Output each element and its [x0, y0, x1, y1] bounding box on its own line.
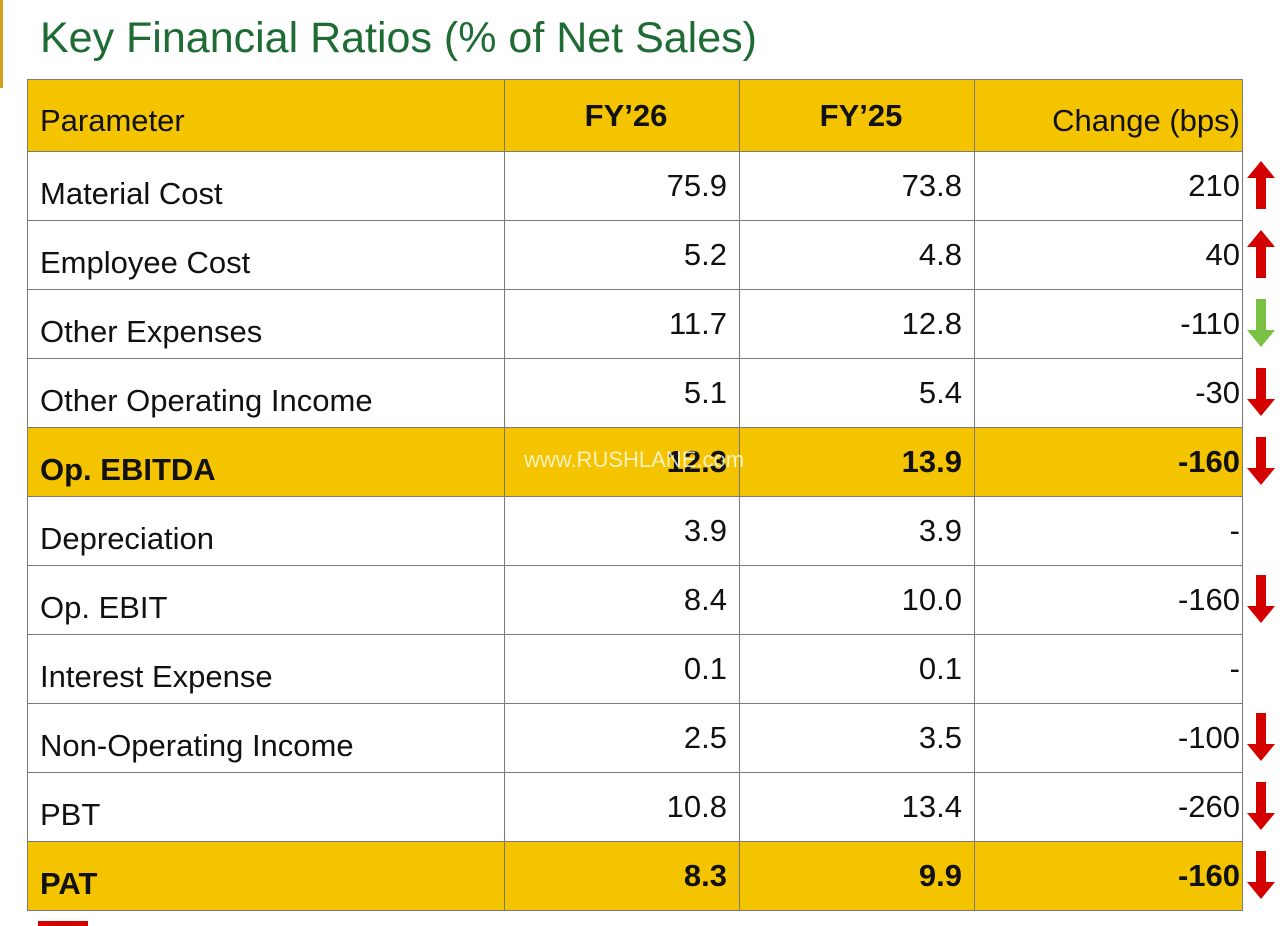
row-fy26-value: 75.9	[504, 151, 740, 221]
row-fy26-value: 5.1	[504, 358, 740, 428]
arrow-slot	[1242, 633, 1280, 702]
arrow-slot	[1242, 495, 1280, 564]
row-change-value: -160	[974, 841, 1243, 911]
arrow-down-icon	[1247, 781, 1275, 830]
arrow-down-icon	[1247, 574, 1275, 623]
row-change-value: -	[974, 496, 1243, 566]
row-fy26-value: 8.3	[504, 841, 740, 911]
row-fy26-value: 8.4	[504, 565, 740, 635]
arrow-slot	[1242, 840, 1280, 909]
row-fy26-value: 11.7	[504, 289, 740, 359]
row-fy25-value: 4.8	[739, 220, 975, 290]
footer-accent-mark	[38, 921, 88, 926]
row-change-value: -	[974, 634, 1243, 704]
row-fy25-value: 10.0	[739, 565, 975, 635]
row-fy25-value: 3.9	[739, 496, 975, 566]
row-change-value: -160	[974, 427, 1243, 497]
row-fy25-value: 12.8	[739, 289, 975, 359]
row-parameter: Other Expenses	[27, 289, 505, 359]
arrow-slot	[1242, 771, 1280, 840]
table-row: PAT 8.3 9.9 -160	[27, 841, 1243, 911]
financial-ratios-table: Parameter FY’26 FY’25 Change (bps) Mater…	[27, 79, 1243, 911]
header-fy25: FY’25	[739, 79, 975, 152]
arrow-slot	[1242, 426, 1280, 495]
arrow-up-icon	[1247, 160, 1275, 209]
row-fy26-value: 2.5	[504, 703, 740, 773]
table-row: Material Cost 75.9 73.8 210	[27, 151, 1243, 221]
slide-title: Key Financial Ratios (% of Net Sales)	[40, 14, 757, 62]
row-change-value: 210	[974, 151, 1243, 221]
arrow-slot	[1242, 702, 1280, 771]
row-parameter: Material Cost	[27, 151, 505, 221]
arrow-slot	[1242, 150, 1280, 219]
arrow-slot	[1242, 564, 1280, 633]
table-row: Other Expenses 11.7 12.8 -110	[27, 289, 1243, 359]
row-fy25-value: 5.4	[739, 358, 975, 428]
table-row: Interest Expense 0.1 0.1-	[27, 634, 1243, 704]
table-header-row: Parameter FY’26 FY’25 Change (bps)	[27, 79, 1243, 152]
row-parameter: Op. EBITDA	[27, 427, 505, 497]
arrow-down-icon	[1247, 850, 1275, 899]
arrow-up-icon	[1247, 229, 1275, 278]
table-row: Op. EBITDA 12.3 13.9 -160	[27, 427, 1243, 497]
arrow-down-icon	[1247, 712, 1275, 761]
row-parameter: Depreciation	[27, 496, 505, 566]
arrow-down-icon	[1247, 367, 1275, 416]
row-parameter: PBT	[27, 772, 505, 842]
row-fy26-value: 10.8	[504, 772, 740, 842]
row-fy26-value: 0.1	[504, 634, 740, 704]
row-fy25-value: 9.9	[739, 841, 975, 911]
table-row: Non-Operating Income 2.5 3.5 -100	[27, 703, 1243, 773]
row-fy26-value: 3.9	[504, 496, 740, 566]
row-fy26-value: 5.2	[504, 220, 740, 290]
row-fy25-value: 13.4	[739, 772, 975, 842]
header-change: Change (bps)	[974, 79, 1243, 152]
row-change-value: 40	[974, 220, 1243, 290]
row-fy25-value: 73.8	[739, 151, 975, 221]
row-parameter: Non-Operating Income	[27, 703, 505, 773]
row-change-value: -110	[974, 289, 1243, 359]
row-fy25-value: 3.5	[739, 703, 975, 773]
arrow-slot	[1242, 219, 1280, 288]
row-parameter: Employee Cost	[27, 220, 505, 290]
header-fy26: FY’26	[504, 79, 740, 152]
row-parameter: PAT	[27, 841, 505, 911]
row-change-value: -160	[974, 565, 1243, 635]
table-row: PBT 10.8 13.4 -260	[27, 772, 1243, 842]
table-row: Depreciation 3.9 3.9-	[27, 496, 1243, 566]
row-change-value: -260	[974, 772, 1243, 842]
table-body: Material Cost 75.9 73.8 210 Employee Cost 5.2…	[27, 151, 1243, 911]
arrow-slot	[1242, 288, 1280, 357]
table-row: Other Operating Income 5.1 5.4 -30	[27, 358, 1243, 428]
watermark: www.RUSHLANE.com	[524, 447, 745, 472]
change-arrow-column	[1242, 150, 1280, 909]
row-fy25-value: 0.1	[739, 634, 975, 704]
row-parameter: Other Operating Income	[27, 358, 505, 428]
row-change-value: -30	[974, 358, 1243, 428]
table-row: Employee Cost 5.2 4.8 40	[27, 220, 1243, 290]
row-parameter: Op. EBIT	[27, 565, 505, 635]
slide-accent-bar	[0, 0, 3, 88]
row-fy25-value: 13.9	[739, 427, 975, 497]
arrow-slot	[1242, 357, 1280, 426]
row-change-value: -100	[974, 703, 1243, 773]
arrow-down-icon	[1247, 298, 1275, 347]
table-row: Op. EBIT 8.4 10.0 -160	[27, 565, 1243, 635]
arrow-down-icon	[1247, 436, 1275, 485]
row-parameter: Interest Expense	[27, 634, 505, 704]
header-parameter: Parameter	[27, 79, 505, 152]
